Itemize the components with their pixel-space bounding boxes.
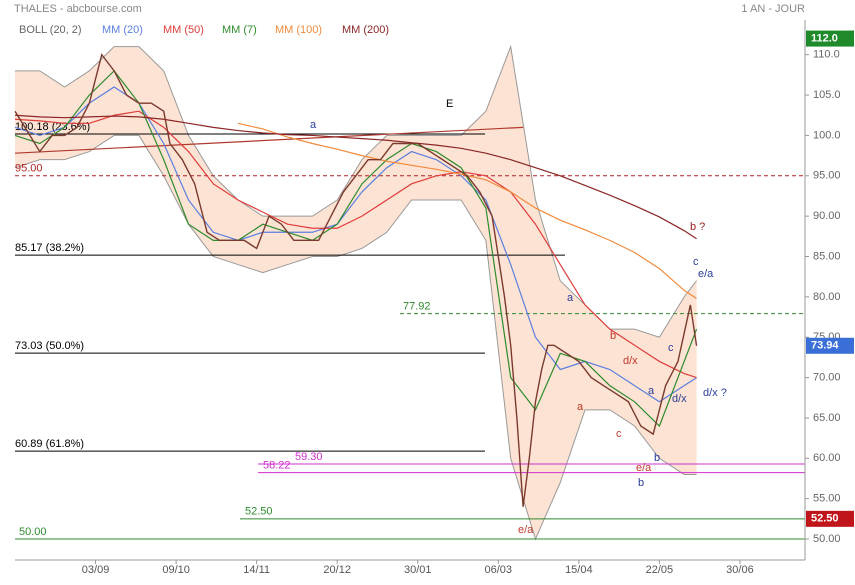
level-label: 77.92 xyxy=(403,301,431,313)
level-label: 52.50 xyxy=(245,506,273,518)
x-tick-label: 20/12 xyxy=(323,564,351,576)
y-tick-label: 60.00 xyxy=(813,452,841,464)
moving-average xyxy=(14,69,698,428)
wave-annotation: d/x xyxy=(623,355,638,367)
x-tick-label: 14/11 xyxy=(243,564,270,576)
legend-item: MM (200) xyxy=(342,24,389,36)
price-badge-label: 73.94 xyxy=(811,340,839,352)
y-tick-label: 70.00 xyxy=(813,371,841,383)
y-tick-label: 50.00 xyxy=(813,533,841,545)
legend-item: MM (50) xyxy=(163,24,204,36)
x-tick-label: 30/06 xyxy=(726,564,754,576)
level-label: 73.03 (50.0%) xyxy=(15,340,84,352)
y-tick-label: 100.0 xyxy=(813,129,841,141)
wave-annotation: a xyxy=(567,292,574,304)
moving-average xyxy=(237,122,697,299)
wave-annotation: c xyxy=(693,256,699,268)
price-badge xyxy=(806,510,854,527)
wave-annotation: e/a xyxy=(518,524,534,536)
price-line xyxy=(14,53,698,507)
moving-average xyxy=(14,114,697,240)
legend-item: MM (100) xyxy=(275,24,322,36)
price-badge xyxy=(806,30,854,47)
legend-item: BOLL (20, 2) xyxy=(19,24,82,36)
x-tick-label: 30/01 xyxy=(404,564,432,576)
y-tick-label: 90.00 xyxy=(813,210,841,222)
x-tick-label: 09/10 xyxy=(162,564,190,576)
legend-item: MM (7) xyxy=(222,24,257,36)
legend-item: MM (20) xyxy=(102,24,143,36)
level-label: 58.22 xyxy=(263,460,291,472)
level-label: 50.00 xyxy=(19,526,47,538)
wave-annotation: e/a xyxy=(636,462,652,474)
y-tick-label: 55.00 xyxy=(813,493,841,505)
trendline xyxy=(14,126,524,154)
x-tick-label: 15/04 xyxy=(565,564,593,576)
level-label: 95.00 xyxy=(15,163,43,175)
y-tick-label: 85.00 xyxy=(813,250,841,262)
bollinger-lower xyxy=(14,134,697,541)
level-label: 85.17 (38.2%) xyxy=(15,242,84,254)
y-tick-label: 110.0 xyxy=(813,49,840,61)
price-badge xyxy=(806,337,854,354)
level-label: 100.18 (23.6%) xyxy=(15,121,90,133)
wave-annotation: b xyxy=(654,452,660,464)
moving-average xyxy=(14,110,697,379)
x-tick-label: 22/05 xyxy=(646,564,674,576)
y-tick-label: 105.0 xyxy=(813,89,841,101)
chart-title: THALES - abcbourse.com xyxy=(14,3,142,15)
y-tick-label: 95.00 xyxy=(813,170,841,182)
wave-annotation: a xyxy=(648,385,655,397)
wave-annotation: a xyxy=(577,401,584,413)
y-tick-label: 80.00 xyxy=(813,291,841,303)
level-label: 60.89 (61.8%) xyxy=(15,438,84,450)
wave-annotation: e/a xyxy=(698,268,714,280)
wave-annotation: c xyxy=(616,428,622,440)
wave-annotation: d/x ? xyxy=(703,387,727,399)
bollinger-band xyxy=(15,46,697,540)
wave-annotation: d/x xyxy=(672,393,687,405)
level-label: 59.30 xyxy=(295,451,323,463)
x-tick-label: 06/03 xyxy=(485,564,513,576)
wave-annotation: a xyxy=(310,119,317,131)
wave-annotation: b xyxy=(638,477,644,489)
chart-subtitle: 1 AN - JOUR xyxy=(741,3,805,15)
wave-annotation: b xyxy=(610,330,616,342)
price-badge-label: 52.50 xyxy=(811,513,839,525)
wave-annotation: c xyxy=(668,342,674,354)
x-tick-label: 03/09 xyxy=(82,564,110,576)
price-badge-label: 112.0 xyxy=(811,32,838,44)
wave-annotation: b ? xyxy=(690,221,705,233)
wave-annotation: E xyxy=(446,98,453,110)
y-tick-label: 65.00 xyxy=(813,412,841,424)
